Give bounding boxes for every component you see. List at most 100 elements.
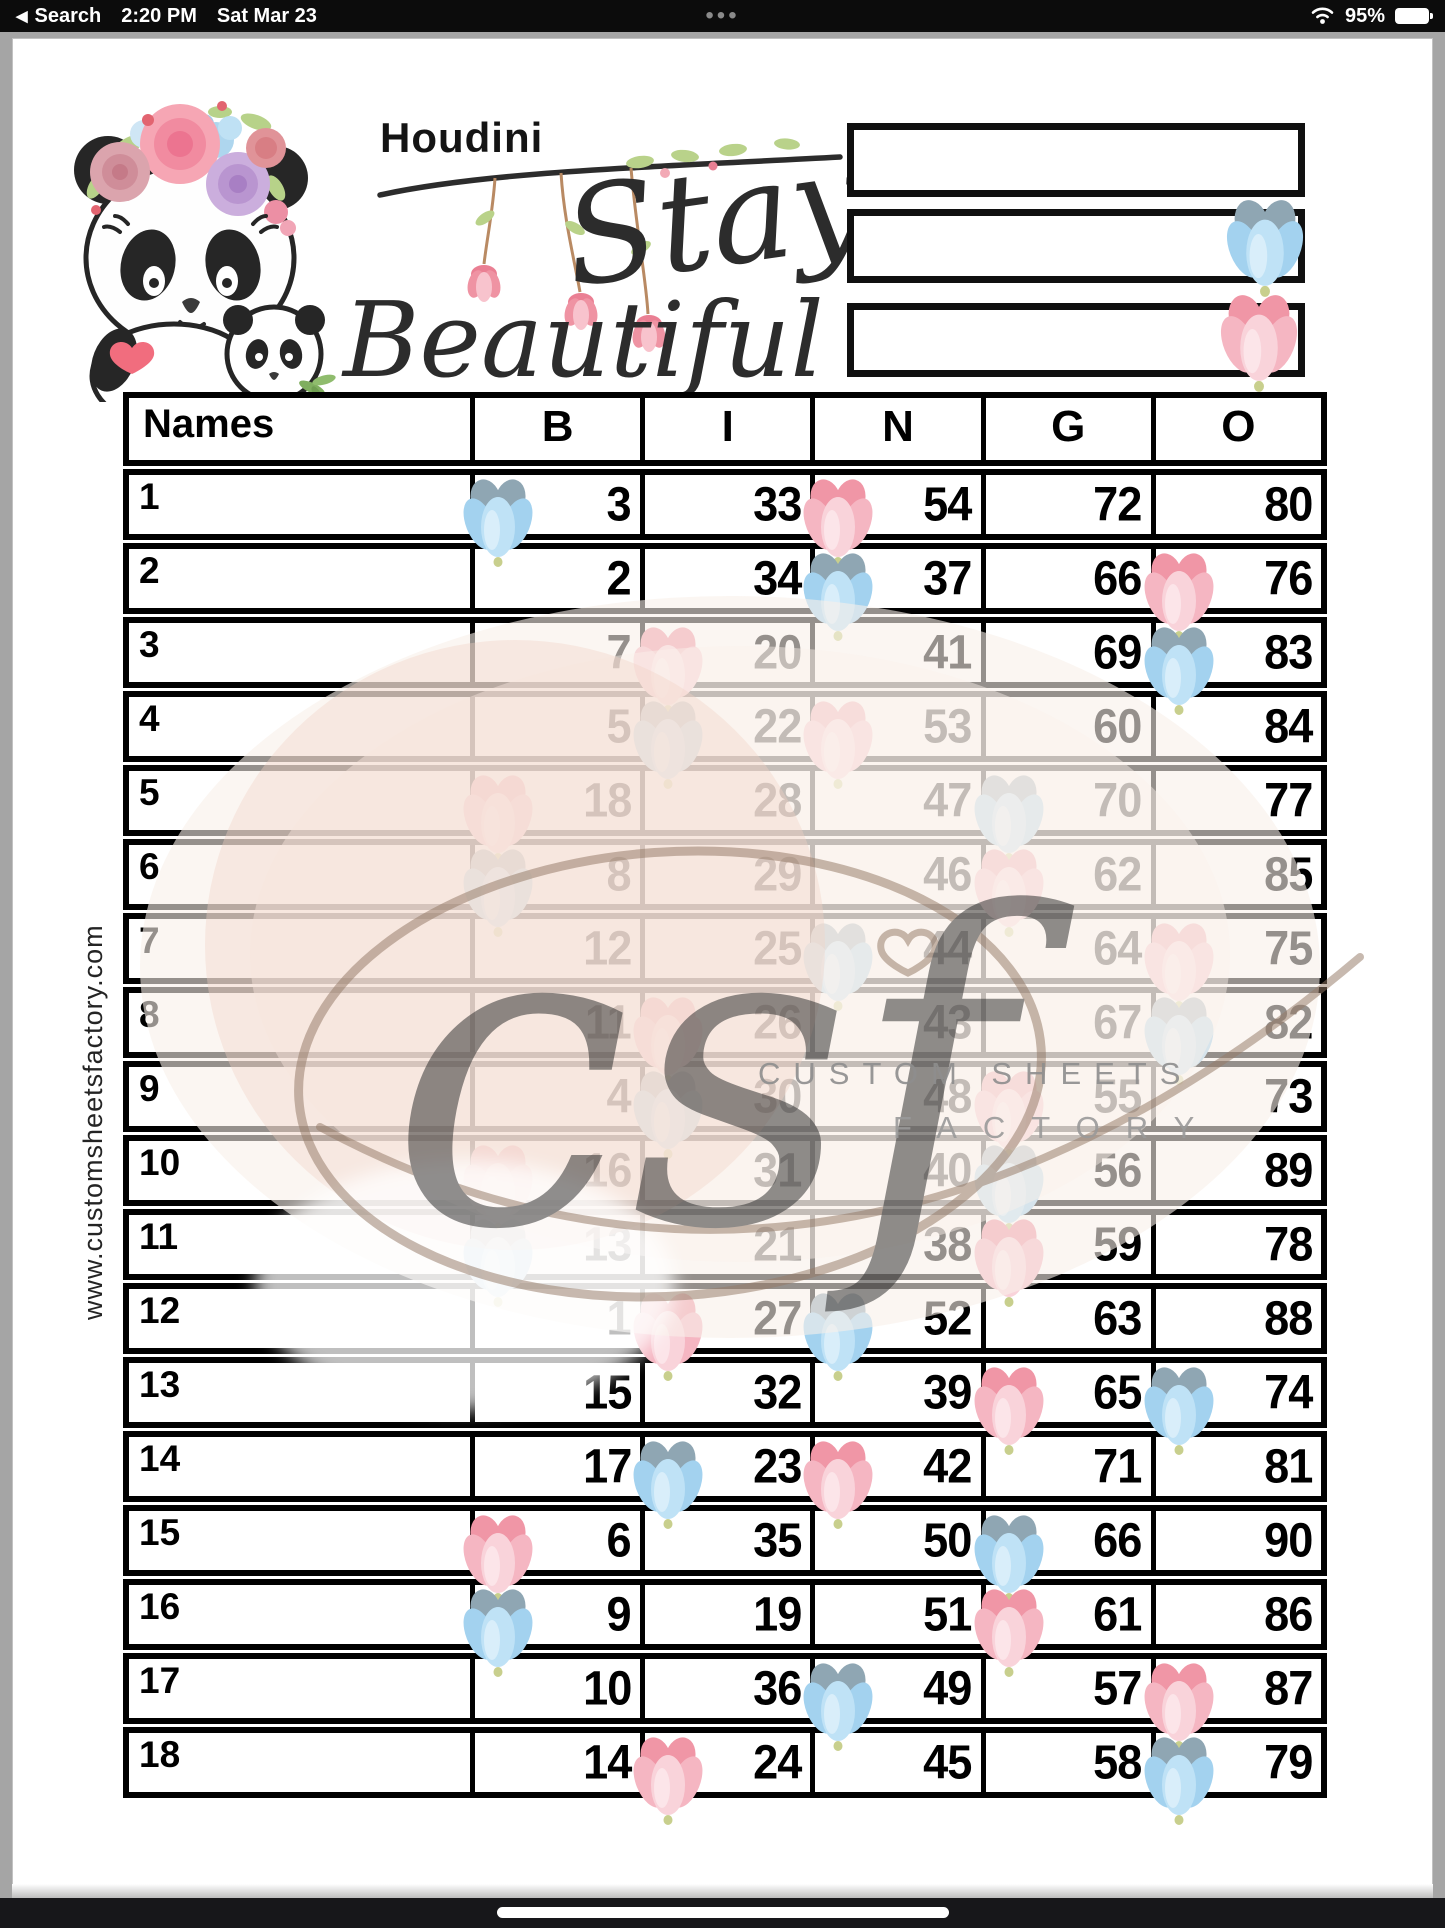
home-indicator[interactable] (496, 1907, 949, 1918)
row-number: 13 (139, 1364, 181, 1405)
multitasking-indicator[interactable]: ••• (699, 0, 745, 32)
bingo-number: 42 (923, 1440, 972, 1493)
table-row: 2 2 34 37 66 76 (123, 543, 1327, 641)
name-cell: 18 (129, 1733, 470, 1792)
flower-icon-pink (974, 1219, 1044, 1307)
bingo-number: 47 (923, 774, 972, 827)
bingo-number: 71 (1093, 1440, 1142, 1493)
bingo-number: 44 (923, 922, 972, 975)
info-box-1 (847, 123, 1305, 197)
flower-icon-pink (1144, 1663, 1214, 1751)
bingo-cell-I-15: 35 (640, 1511, 810, 1570)
row-number: 18 (139, 1734, 181, 1775)
table-row: 6 8 29 46 62 85 (123, 839, 1327, 937)
bingo-cell-B-14: 17 (470, 1437, 640, 1496)
row-number: 9 (139, 1068, 160, 1109)
bingo-number: 81 (1263, 1440, 1313, 1493)
branch-line (377, 154, 843, 198)
row-number: 17 (139, 1660, 181, 1701)
bingo-number: 13 (582, 1218, 632, 1271)
bingo-number: 20 (753, 626, 802, 679)
bingo-cell-O-16: 86 (1150, 1585, 1321, 1644)
table-row: 11 13 21 38 59 78 (123, 1209, 1327, 1307)
bingo-cell-G-17: 57 (980, 1659, 1151, 1718)
bingo-cell-O-11: 78 (1150, 1215, 1321, 1274)
row-number: 10 (139, 1142, 181, 1183)
row-number: 6 (139, 846, 160, 887)
table-header-row: Names B I N G O (123, 392, 1327, 466)
bingo-cell-I-9: 30 (633, 1067, 810, 1159)
flower-icon-blue (1144, 1367, 1214, 1455)
bingo-number: 78 (1263, 1218, 1313, 1271)
row-number: 14 (139, 1438, 181, 1479)
bingo-number: 86 (1263, 1588, 1313, 1641)
bingo-cell-B-15: 6 (463, 1511, 640, 1603)
bingo-number: 82 (1263, 996, 1313, 1049)
row-number: 4 (139, 698, 160, 739)
flower-icon-blue (633, 1441, 703, 1529)
player-name: Houdini (380, 114, 544, 161)
bingo-cell-N-11: 38 (810, 1215, 980, 1274)
bingo-cell-I-11: 21 (640, 1215, 810, 1274)
row-number: 12 (139, 1290, 181, 1331)
bingo-cell-O-12: 88 (1150, 1289, 1321, 1348)
flower-icon-blue (463, 1219, 533, 1307)
bingo-cell-G-15: 66 (974, 1511, 1151, 1603)
bingo-number: 77 (1263, 774, 1313, 827)
table-row: 18 14 24 45 58 79 (123, 1727, 1327, 1825)
bingo-number: 60 (1093, 700, 1142, 753)
bingo-number: 73 (1263, 1070, 1313, 1123)
bingo-number: 32 (753, 1366, 802, 1419)
hanging-tulip-icon (467, 265, 501, 302)
bingo-cell-N-13: 39 (810, 1363, 980, 1422)
bingo-number: 61 (1093, 1588, 1142, 1641)
bingo-cell-I-3: 20 (633, 623, 810, 715)
bingo-number: 43 (923, 996, 972, 1049)
panda-illustration (74, 101, 336, 402)
bingo-cell-I-7: 25 (640, 919, 810, 978)
flower-icon-blue (803, 923, 873, 1011)
table-row: 10 16 31 40 56 89 (123, 1135, 1327, 1233)
bingo-cell-B-10: 16 (463, 1141, 640, 1233)
bingo-number: 33 (753, 478, 802, 531)
page-bottom-fade (12, 1884, 1433, 1898)
name-cell: 5 (129, 771, 470, 830)
bingo-cell-O-15: 90 (1150, 1511, 1321, 1570)
info-box-flower-pink (1216, 287, 1302, 393)
table-row: 13 15 32 39 65 74 (123, 1357, 1327, 1455)
bingo-number: 21 (753, 1218, 802, 1271)
bingo-number: 35 (753, 1514, 802, 1567)
flower-icon-blue (974, 1515, 1044, 1603)
flower-icon-pink (633, 1293, 703, 1381)
flower-icon-blue (633, 701, 703, 789)
bingo-number: 45 (923, 1736, 972, 1789)
bingo-number: 31 (753, 1144, 802, 1197)
flower-icon-blue (803, 1293, 873, 1381)
bingo-number: 18 (582, 774, 632, 827)
bingo-cell-O-3: 83 (1144, 623, 1321, 715)
name-cell: 6 (129, 845, 470, 904)
bingo-cell-N-1: 54 (803, 475, 980, 567)
bingo-number: 9 (607, 1588, 632, 1641)
bingo-number: 8 (607, 848, 632, 901)
bingo-cell-O-14: 81 (1150, 1437, 1321, 1496)
name-cell: 2 (129, 549, 470, 608)
bingo-cell-N-16: 51 (810, 1585, 980, 1644)
flower-icon-pink (974, 849, 1044, 937)
name-cell: 11 (129, 1215, 470, 1274)
bingo-number: 30 (753, 1070, 802, 1123)
bingo-number: 58 (1093, 1736, 1142, 1789)
bingo-cell-N-14: 42 (803, 1437, 980, 1529)
bingo-number: 2 (607, 552, 632, 605)
table-row: 7 12 25 44 64 75 (123, 913, 1327, 1011)
bingo-cell-I-6: 29 (640, 845, 810, 904)
bingo-number: 49 (923, 1662, 972, 1715)
bingo-cell-I-18: 24 (633, 1733, 810, 1825)
name-cell: 8 (129, 993, 470, 1052)
wifi-icon (1311, 7, 1334, 24)
back-search-button[interactable]: ◀ Search (16, 5, 101, 28)
bingo-cell-G-1: 72 (980, 475, 1151, 534)
bingo-number: 14 (582, 1736, 632, 1789)
table-row: 3 7 20 41 69 83 (123, 617, 1327, 715)
bingo-cell-G-11: 59 (974, 1215, 1151, 1307)
